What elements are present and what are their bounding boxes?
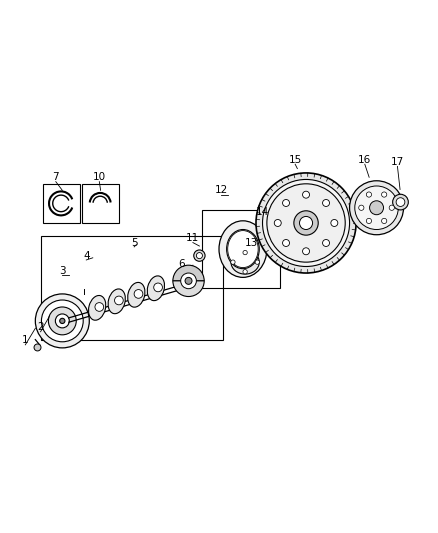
Circle shape bbox=[243, 251, 247, 255]
Text: 7: 7 bbox=[53, 172, 59, 182]
Bar bbox=[43, 184, 80, 223]
Text: 16: 16 bbox=[358, 155, 371, 165]
Circle shape bbox=[274, 220, 281, 227]
Circle shape bbox=[366, 219, 371, 223]
Circle shape bbox=[370, 201, 384, 215]
Circle shape bbox=[154, 283, 162, 292]
Text: 15: 15 bbox=[289, 155, 302, 165]
Circle shape bbox=[389, 205, 394, 211]
Text: 13: 13 bbox=[245, 238, 258, 247]
Circle shape bbox=[322, 239, 329, 246]
Circle shape bbox=[60, 318, 65, 324]
Circle shape bbox=[134, 289, 143, 298]
Circle shape bbox=[190, 272, 199, 281]
Text: 11: 11 bbox=[186, 233, 200, 243]
Bar bbox=[201, 210, 280, 288]
Wedge shape bbox=[173, 281, 204, 296]
Circle shape bbox=[366, 192, 371, 197]
Bar bbox=[82, 184, 119, 223]
Circle shape bbox=[243, 270, 247, 274]
Circle shape bbox=[48, 307, 76, 335]
Text: 17: 17 bbox=[391, 157, 404, 167]
Circle shape bbox=[303, 191, 310, 198]
Circle shape bbox=[300, 216, 313, 230]
Circle shape bbox=[359, 205, 364, 211]
Circle shape bbox=[115, 296, 123, 305]
Ellipse shape bbox=[108, 289, 125, 314]
Circle shape bbox=[185, 277, 192, 284]
Circle shape bbox=[331, 220, 338, 227]
Circle shape bbox=[55, 314, 69, 328]
Ellipse shape bbox=[219, 221, 267, 277]
Circle shape bbox=[181, 273, 196, 289]
Circle shape bbox=[355, 186, 398, 230]
Circle shape bbox=[95, 303, 104, 311]
Circle shape bbox=[381, 192, 387, 197]
Ellipse shape bbox=[88, 295, 106, 320]
Text: 12: 12 bbox=[215, 185, 228, 195]
Circle shape bbox=[34, 344, 41, 351]
Circle shape bbox=[256, 173, 356, 273]
Text: 10: 10 bbox=[93, 172, 106, 182]
Circle shape bbox=[196, 253, 202, 259]
Circle shape bbox=[35, 294, 89, 348]
Circle shape bbox=[267, 184, 345, 262]
Text: 14: 14 bbox=[256, 207, 269, 217]
Wedge shape bbox=[173, 265, 204, 281]
Circle shape bbox=[303, 248, 310, 255]
Circle shape bbox=[283, 199, 290, 206]
Circle shape bbox=[392, 194, 408, 210]
Bar bbox=[41, 236, 223, 341]
Text: 4: 4 bbox=[83, 251, 89, 261]
Circle shape bbox=[255, 260, 259, 264]
Circle shape bbox=[231, 260, 235, 264]
Circle shape bbox=[322, 199, 329, 206]
Circle shape bbox=[294, 211, 318, 235]
Ellipse shape bbox=[147, 276, 165, 301]
Text: 1: 1 bbox=[22, 335, 28, 345]
Ellipse shape bbox=[231, 250, 259, 274]
Text: 3: 3 bbox=[59, 266, 66, 276]
Text: 2: 2 bbox=[37, 322, 44, 333]
Ellipse shape bbox=[226, 230, 259, 269]
Circle shape bbox=[283, 239, 290, 246]
Text: 6: 6 bbox=[179, 260, 185, 269]
Circle shape bbox=[381, 219, 387, 223]
Circle shape bbox=[42, 300, 83, 342]
Circle shape bbox=[262, 180, 350, 266]
Circle shape bbox=[350, 181, 403, 235]
Ellipse shape bbox=[128, 282, 145, 307]
Text: 5: 5 bbox=[131, 238, 138, 247]
Circle shape bbox=[396, 198, 405, 206]
Circle shape bbox=[194, 250, 205, 261]
